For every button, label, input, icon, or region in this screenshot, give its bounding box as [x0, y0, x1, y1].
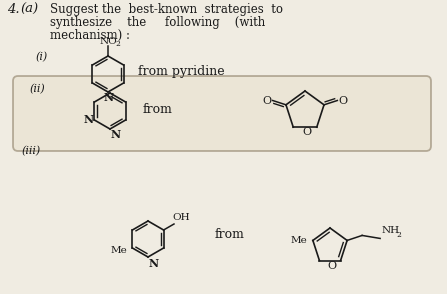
Text: synthesize    the     following    (with: synthesize the following (with	[50, 16, 265, 29]
Text: O: O	[263, 96, 272, 106]
Text: NH: NH	[381, 226, 399, 235]
Text: 2: 2	[115, 40, 120, 48]
Text: OH: OH	[172, 213, 190, 222]
Text: Me: Me	[110, 246, 127, 255]
Text: from: from	[215, 228, 245, 240]
Text: N: N	[111, 129, 121, 140]
Text: N: N	[149, 258, 159, 269]
Text: 4.: 4.	[7, 3, 20, 16]
Text: (ii): (ii)	[30, 84, 46, 94]
Text: (i): (i)	[36, 52, 48, 62]
Text: N: N	[84, 114, 93, 125]
Text: from pyridine: from pyridine	[138, 64, 225, 78]
Text: Me: Me	[291, 236, 308, 245]
Text: (a): (a)	[20, 3, 38, 16]
Text: 2: 2	[396, 231, 401, 239]
Text: O: O	[327, 260, 336, 270]
Text: O: O	[302, 127, 311, 137]
Text: mechanism) :: mechanism) :	[50, 29, 130, 42]
Text: NO: NO	[100, 37, 118, 46]
Text: N: N	[104, 92, 114, 103]
Text: Suggest the  best-known  strategies  to: Suggest the best-known strategies to	[50, 3, 283, 16]
FancyBboxPatch shape	[13, 76, 431, 151]
Text: (iii): (iii)	[22, 146, 41, 156]
Text: O: O	[338, 96, 347, 106]
Text: from: from	[143, 103, 173, 116]
